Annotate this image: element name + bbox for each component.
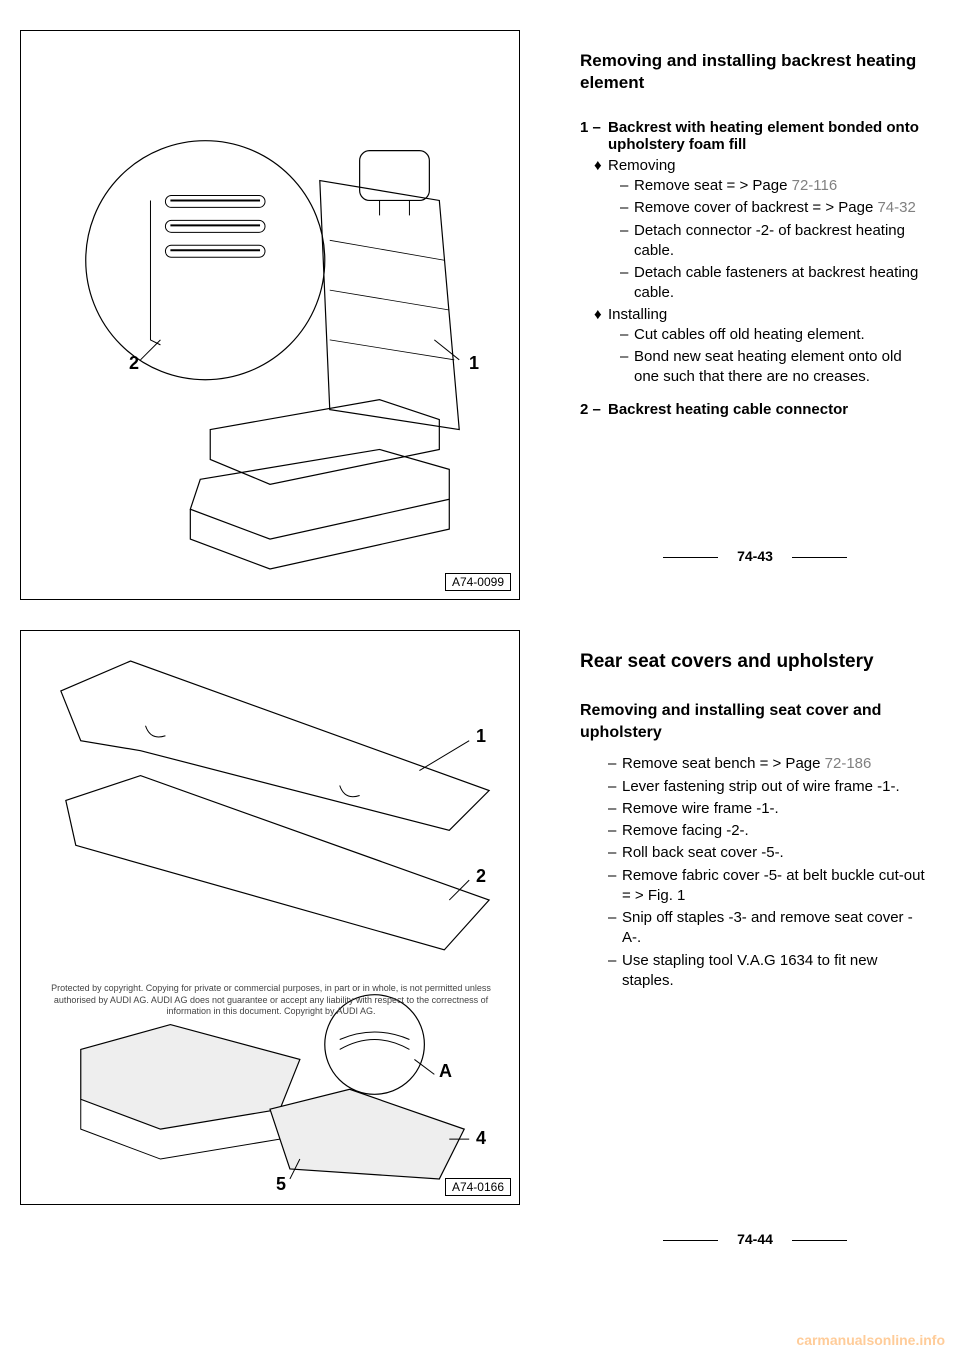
step-text: Remove facing -2-.: [622, 821, 930, 841]
removing-group: ♦ Removing: [594, 157, 930, 174]
figure-1: 2 1 A74-0099: [20, 30, 520, 600]
step-item: –Detach connector -2- of backrest heatin…: [620, 221, 930, 262]
section1-heading: Removing and installing backrest heating…: [580, 50, 930, 94]
dash-icon: –: [620, 176, 634, 196]
step-text: Cut cables off old heating element.: [634, 325, 930, 345]
dash-icon: –: [608, 777, 622, 797]
callout-b4: 4: [476, 1128, 486, 1149]
dash-icon: –: [608, 754, 622, 774]
step-item: –Remove seat bench = > Page 72-186: [608, 754, 930, 774]
item-1-text: Backrest with heating element bonded ont…: [608, 119, 930, 153]
page-num-2: 74-44: [737, 1231, 773, 1247]
figure-2-svg: [21, 631, 519, 1204]
step-text: Remove seat bench = > Page 72-186: [622, 754, 930, 774]
step-item: –Remove wire frame -1-.: [608, 799, 930, 819]
step-item: –Roll back seat cover -5-.: [608, 843, 930, 863]
step-item: –Remove cover of backrest = > Page 74-32: [620, 198, 930, 218]
item-2-text: Backrest heating cable connector: [608, 401, 930, 418]
callout-b5: 5: [276, 1174, 286, 1195]
item-2-num: 2 –: [580, 401, 608, 418]
callout-bA: A: [439, 1061, 452, 1082]
step-text: Remove fabric cover -5- at belt buckle c…: [622, 866, 930, 907]
figure-2-code: A74-0166: [445, 1178, 511, 1196]
diamond-icon: ♦: [594, 306, 608, 323]
step-item: –Lever fastening strip out of wire frame…: [608, 777, 930, 797]
dash-icon: –: [608, 843, 622, 863]
dash-icon: –: [620, 325, 634, 345]
dash-icon: –: [608, 799, 622, 819]
step-item: –Remove seat = > Page 72-116: [620, 176, 930, 196]
item-1-num: 1 –: [580, 119, 608, 153]
step-item: –Remove facing -2-.: [608, 821, 930, 841]
copyright-text: Protected by copyright. Copying for priv…: [41, 983, 501, 1018]
page-num-1: 74-43: [737, 548, 773, 564]
item-2: 2 – Backrest heating cable connector: [580, 401, 930, 418]
dash-icon: –: [608, 821, 622, 841]
figure-1-svg: [21, 31, 519, 599]
dash-icon: –: [620, 198, 634, 218]
step-text: Remove cover of backrest = > Page 74-32: [634, 198, 930, 218]
step-text: Lever fastening strip out of wire frame …: [622, 777, 930, 797]
step-text: Remove wire frame -1-.: [622, 799, 930, 819]
item-1: 1 – Backrest with heating element bonded…: [580, 119, 930, 153]
step-text: Detach cable fasteners at backrest heati…: [634, 263, 930, 304]
dash-icon: –: [608, 951, 622, 992]
step-text: Use stapling tool V.A.G 1634 to fit new …: [622, 951, 930, 992]
dash-icon: –: [620, 263, 634, 304]
page-ref: 72-186: [825, 755, 872, 772]
page-ref: 74-32: [877, 199, 915, 216]
watermark-text: carmanualsonline.info: [796, 1332, 945, 1348]
dash-icon: –: [608, 866, 622, 907]
step-text: Snip off staples -3- and remove seat cov…: [622, 908, 930, 949]
step-item: –Bond new seat heating element onto old …: [620, 347, 930, 388]
diamond-icon: ♦: [594, 157, 608, 174]
removing-label: Removing: [608, 157, 930, 174]
dash-icon: –: [620, 221, 634, 262]
figure-2: 1 2 A 4 5 Protected by copyright. Copyin…: [20, 630, 520, 1205]
callout-b2: 2: [476, 866, 486, 887]
figure-1-code: A74-0099: [445, 573, 511, 591]
step-text: Roll back seat cover -5-.: [622, 843, 930, 863]
step-item: –Remove fabric cover -5- at belt buckle …: [608, 866, 930, 907]
step-text: Remove seat = > Page 72-116: [634, 176, 930, 196]
callout-1: 1: [469, 353, 479, 374]
dash-icon: –: [620, 347, 634, 388]
step-item: –Snip off staples -3- and remove seat co…: [608, 908, 930, 949]
installing-label: Installing: [608, 306, 930, 323]
page-footer-2: 74-44: [580, 1231, 930, 1247]
step-text: Bond new seat heating element onto old o…: [634, 347, 930, 388]
installing-group: ♦ Installing: [594, 306, 930, 323]
callout-2: 2: [129, 353, 139, 374]
dash-icon: –: [608, 908, 622, 949]
step-item: –Cut cables off old heating element.: [620, 325, 930, 345]
step-item: –Detach cable fasteners at backrest heat…: [620, 263, 930, 304]
section2-subheading: Removing and installing seat cover and u…: [580, 700, 930, 745]
step-text: Detach connector -2- of backrest heating…: [634, 221, 930, 262]
callout-b1: 1: [476, 726, 486, 747]
step-item: –Use stapling tool V.A.G 1634 to fit new…: [608, 951, 930, 992]
page-ref: 72-116: [792, 177, 838, 194]
section2-heading: Rear seat covers and upholstery: [580, 650, 930, 675]
page-footer-1: 74-43: [580, 548, 930, 564]
